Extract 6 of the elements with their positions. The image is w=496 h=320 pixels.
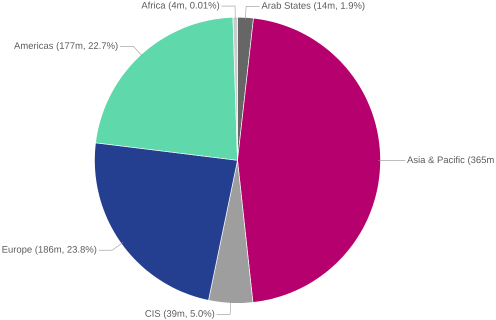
slice-label: Arab States (14m, 1.9%) (261, 2, 364, 11)
slice-label: Americas (177m, 22.7%) (14, 42, 118, 51)
slice-label: CIS (39m, 5.0%) (145, 310, 214, 319)
slice-label: Asia & Pacific (365m (407, 156, 494, 165)
slice-label: Europe (186m, 23.8%) (2, 246, 96, 254)
slice-label: Africa (4m, 0.01%) (141, 1, 220, 10)
